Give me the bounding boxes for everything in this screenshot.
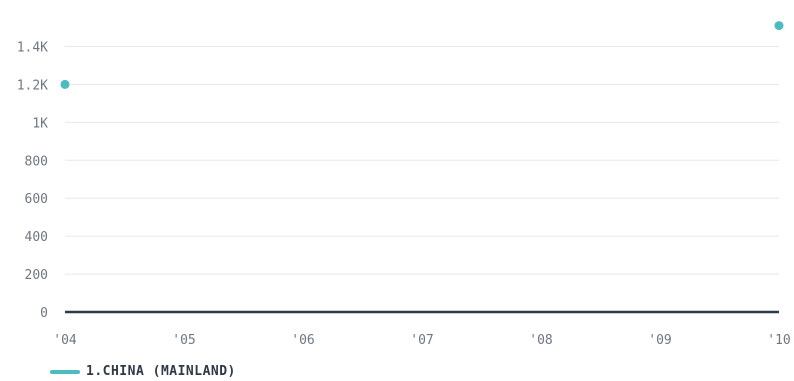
x-tick-label: '05 — [172, 333, 195, 348]
y-tick-label: 400 — [25, 230, 48, 245]
legend[interactable]: 1.CHINA (MAINLAND) — [50, 364, 236, 379]
x-tick-label: '04 — [53, 333, 77, 348]
y-tick-label: 0 — [40, 306, 48, 321]
data-point[interactable] — [60, 79, 70, 89]
gridlines — [65, 45, 779, 275]
y-tick-label: 1.4K — [17, 40, 48, 55]
y-tick-label: 1K — [32, 116, 48, 131]
y-tick-label: 600 — [25, 192, 48, 207]
x-tick-label: '10 — [767, 333, 790, 348]
x-axis-ticks: '04 '05 '06 '07 '08 '09 '10 — [53, 333, 790, 348]
y-axis-ticks: 0 200 400 600 800 1K 1.2K 1.4K — [17, 40, 48, 321]
series-points — [60, 21, 784, 89]
legend-label: 1.CHINA (MAINLAND) — [86, 364, 236, 379]
x-tick-label: '08 — [529, 333, 552, 348]
y-tick-label: 1.2K — [17, 78, 48, 93]
x-tick-label: '07 — [410, 333, 433, 348]
x-tick-label: '09 — [648, 333, 671, 348]
data-point[interactable] — [774, 21, 784, 31]
x-tick-label: '06 — [291, 333, 314, 348]
y-tick-label: 800 — [25, 154, 48, 169]
y-tick-label: 200 — [25, 268, 48, 283]
legend-swatch — [50, 369, 80, 374]
